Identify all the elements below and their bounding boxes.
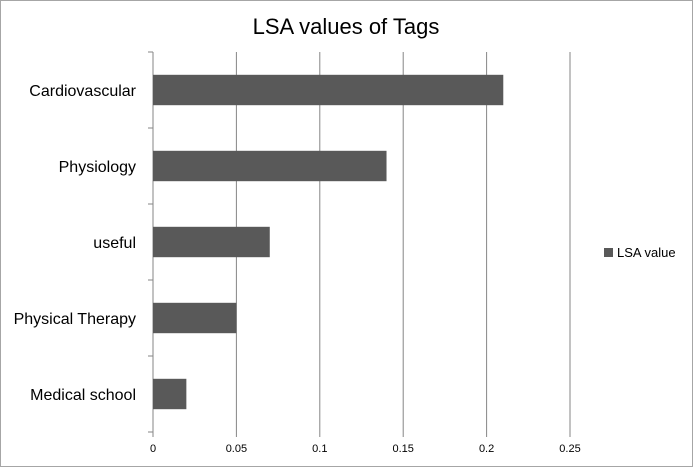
x-tick-labels: 0 0.05 0.1 0.15 0.2 0.25 bbox=[150, 443, 581, 455]
legend-swatch bbox=[604, 248, 613, 257]
bar bbox=[153, 302, 237, 334]
bar bbox=[153, 226, 270, 258]
gridlines bbox=[235, 52, 571, 432]
x-tick-label: 0.15 bbox=[392, 443, 413, 455]
x-tick-label: 0.2 bbox=[479, 443, 494, 455]
legend-label: LSA value bbox=[617, 245, 676, 260]
x-tick-label: 0 bbox=[150, 443, 156, 455]
category-label: Cardiovascular bbox=[29, 83, 136, 100]
bar bbox=[153, 378, 187, 410]
x-tick-label: 0.1 bbox=[312, 443, 327, 455]
bar bbox=[153, 150, 387, 182]
chart-title: LSA values of Tags bbox=[253, 14, 440, 39]
category-label: Physiology bbox=[59, 159, 136, 176]
bar bbox=[153, 74, 504, 106]
legend: LSA value bbox=[604, 245, 676, 260]
category-label: Physical Therapy bbox=[14, 311, 136, 328]
category-label: Medical school bbox=[30, 387, 136, 404]
category-label: useful bbox=[93, 235, 136, 252]
x-tick-label: 0.05 bbox=[226, 443, 247, 455]
category-labels: Cardiovascular Physiology useful Physical T… bbox=[14, 83, 137, 404]
bars bbox=[153, 74, 504, 410]
x-tick-label: 0.25 bbox=[559, 443, 580, 455]
